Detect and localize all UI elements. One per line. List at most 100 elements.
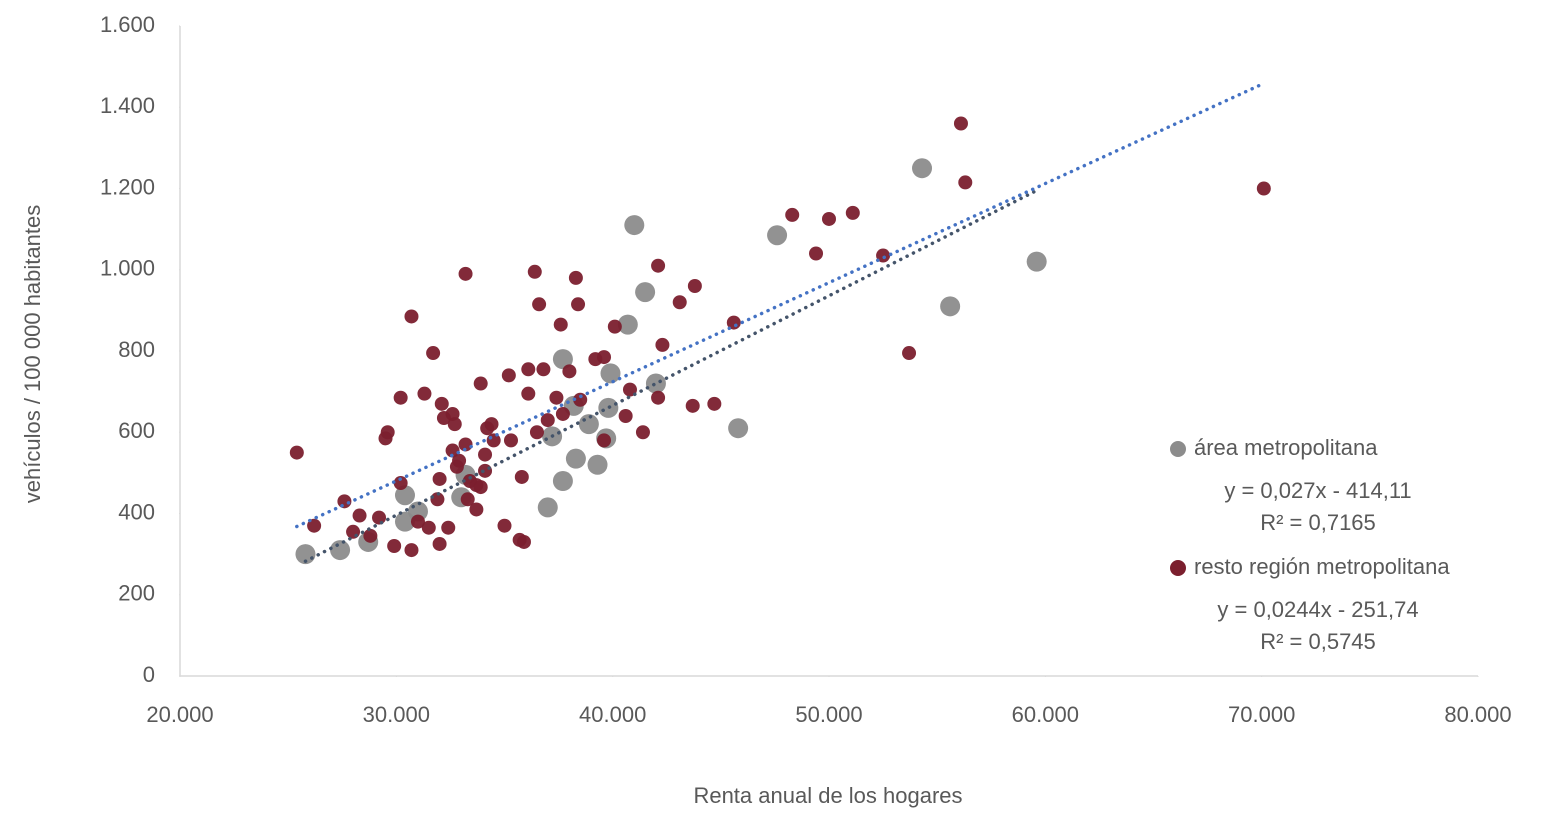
point [635, 425, 650, 440]
y-tick-label: 600 [118, 418, 155, 443]
point [549, 390, 564, 405]
point [568, 270, 583, 285]
point [532, 297, 547, 312]
legend-label: área metropolitana [1194, 435, 1378, 460]
x-tick-label: 30.000 [363, 702, 430, 727]
point [484, 417, 499, 432]
point [421, 520, 436, 535]
point [587, 454, 608, 475]
point [555, 406, 570, 421]
y-tick-label: 200 [118, 581, 155, 606]
point [527, 264, 542, 279]
x-tick-label: 50.000 [795, 702, 862, 727]
point [458, 437, 473, 452]
point [352, 508, 367, 523]
y-tick-label: 1.200 [100, 174, 155, 199]
point [607, 319, 622, 334]
point [501, 368, 516, 383]
point [622, 382, 637, 397]
point [434, 396, 449, 411]
point [902, 346, 917, 361]
y-tick-label: 1.400 [100, 93, 155, 118]
x-tick-label: 60.000 [1012, 702, 1079, 727]
y-tick-label: 1.600 [100, 12, 155, 37]
point [728, 418, 749, 439]
point [573, 392, 588, 407]
point [458, 266, 473, 281]
point [953, 116, 968, 131]
point [537, 497, 558, 518]
trendline [295, 81, 1266, 529]
x-tick-label: 40.000 [579, 702, 646, 727]
point [767, 225, 788, 246]
point [363, 528, 378, 543]
point [597, 433, 612, 448]
point [478, 447, 493, 462]
point [651, 258, 666, 273]
point [417, 386, 432, 401]
point [449, 459, 464, 474]
point [624, 215, 645, 236]
point [571, 297, 586, 312]
point [441, 520, 456, 535]
point [672, 295, 687, 310]
point [503, 433, 518, 448]
point [540, 413, 555, 428]
point [552, 471, 573, 491]
point [822, 211, 836, 226]
point [645, 373, 666, 394]
point [651, 390, 666, 405]
point [707, 396, 722, 411]
point [447, 417, 462, 432]
point [516, 534, 531, 549]
y-tick-label: 0 [143, 662, 155, 687]
trendline [303, 188, 1039, 563]
point [394, 485, 415, 506]
point [597, 350, 612, 365]
point [809, 246, 824, 261]
point [393, 476, 408, 491]
point [514, 469, 529, 484]
point [430, 492, 445, 507]
point [393, 390, 408, 405]
point [380, 425, 395, 440]
point [469, 502, 484, 517]
point [617, 314, 638, 335]
trendline-equation: y = 0,027x - 414,11 [1224, 478, 1411, 503]
point [404, 309, 419, 324]
point [1256, 181, 1271, 196]
x-tick-label: 20.000 [146, 702, 213, 727]
legend-label: resto región metropolitana [1194, 554, 1450, 579]
point [687, 279, 702, 293]
point [445, 443, 460, 458]
point [845, 205, 860, 220]
point [387, 539, 402, 553]
y-axis-title: vehículos / 100 000 habitantes [20, 205, 45, 503]
point [958, 175, 973, 190]
trendline-equation: y = 0,0244x - 251,74 [1217, 597, 1418, 622]
point [529, 425, 544, 440]
point [655, 337, 670, 352]
point [553, 317, 568, 332]
point [635, 282, 656, 303]
legend-marker [1170, 560, 1186, 576]
y-tick-label: 800 [118, 337, 155, 362]
point [330, 540, 351, 561]
point [785, 207, 800, 222]
point [1026, 251, 1047, 272]
point [521, 362, 536, 377]
point [912, 158, 933, 179]
point [473, 480, 488, 495]
point [521, 386, 536, 401]
y-tick-label: 1.000 [100, 256, 155, 281]
point [473, 376, 488, 391]
x-tick-label: 70.000 [1228, 702, 1295, 727]
x-tick-label: 80.000 [1444, 702, 1511, 727]
point [552, 349, 573, 370]
point [289, 445, 304, 460]
point [426, 346, 441, 361]
trendline-r-squared: R² = 0,5745 [1260, 629, 1376, 654]
point [404, 543, 419, 558]
